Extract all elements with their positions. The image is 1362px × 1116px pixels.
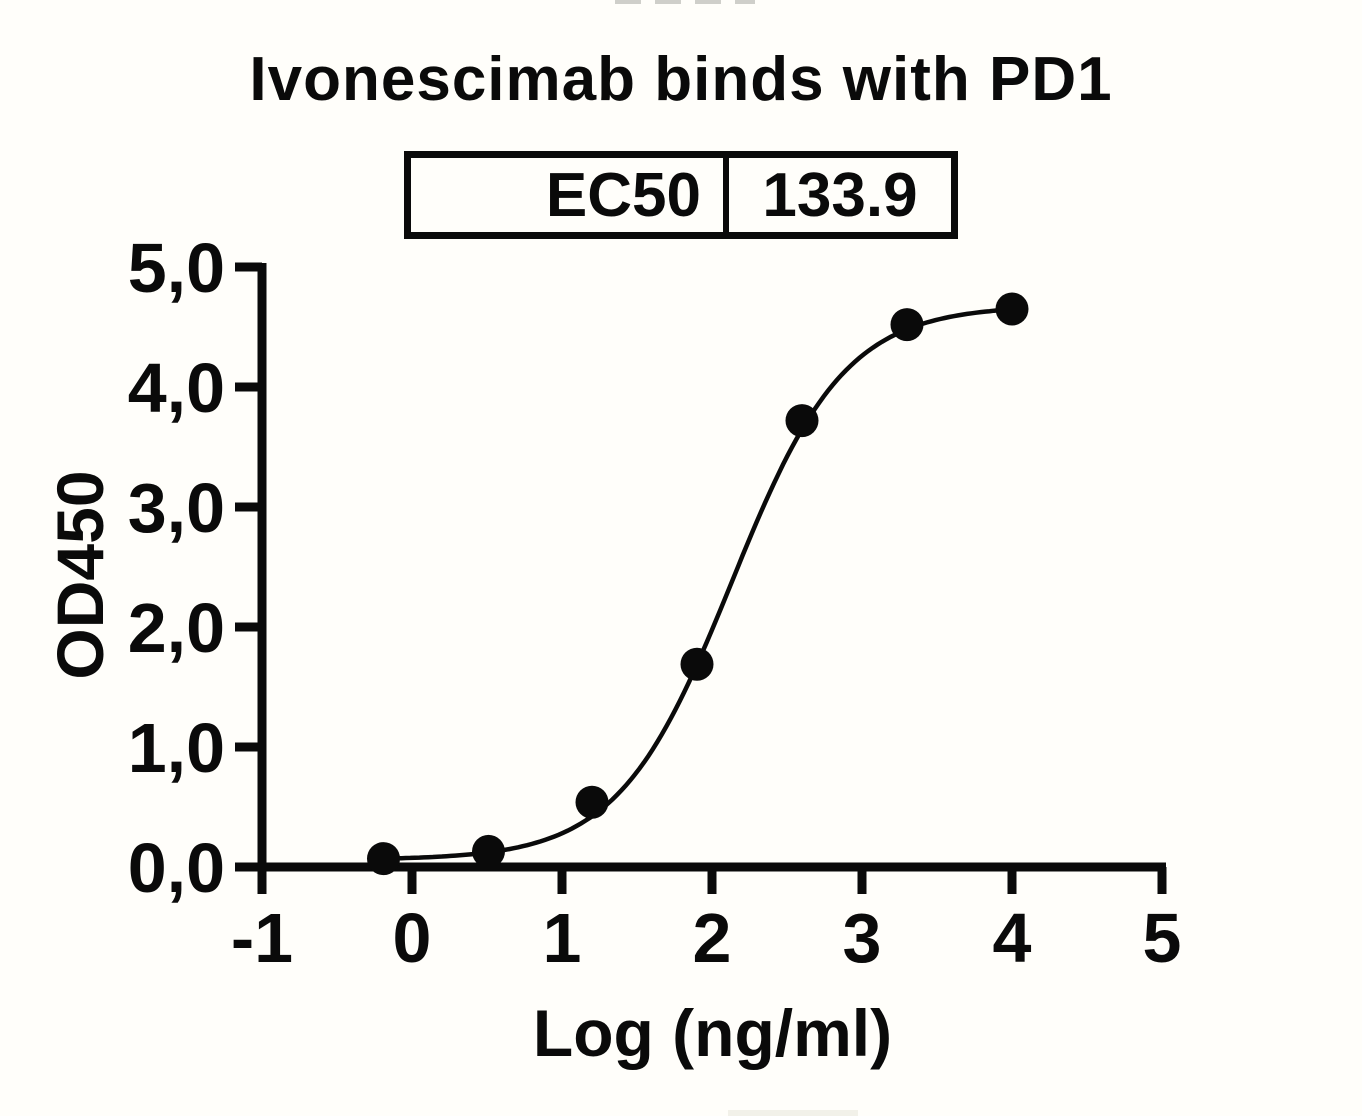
- y-tick-label: 2,0: [128, 589, 225, 667]
- x-tick-label: 1: [543, 899, 582, 977]
- fit-curve: [383, 307, 1013, 861]
- data-point: [575, 785, 609, 819]
- x-tick-label: -1: [231, 899, 293, 977]
- data-point: [890, 308, 924, 342]
- cropped-content-artifact-bottom: [728, 1110, 858, 1116]
- chart-title: Ivonescimab binds with PD1: [249, 45, 1113, 114]
- x-tick-label: 2: [693, 899, 732, 977]
- ec50-table-label-cell: EC50: [411, 158, 729, 232]
- y-tick-label: 4,0: [128, 349, 225, 427]
- data-point: [367, 842, 400, 876]
- x-tick-label: 3: [843, 899, 882, 977]
- data-point: [472, 834, 505, 868]
- x-tick-label: 5: [1143, 899, 1182, 977]
- x-tick-label: 0: [393, 899, 432, 977]
- y-tick-label: 1,0: [128, 709, 225, 787]
- y-tick-label: 5,0: [128, 229, 225, 307]
- y-tick-label: 3,0: [128, 469, 225, 547]
- data-point: [995, 292, 1029, 326]
- ec50-table-value-cell: 133.9: [762, 160, 918, 230]
- x-axis-title: Log (ng/ml): [532, 996, 893, 1070]
- data-point: [680, 647, 714, 681]
- cropped-content-artifact-top: [615, 0, 755, 4]
- x-tick-label: 4: [993, 899, 1032, 977]
- ec50-table: EC50 133.9: [404, 151, 958, 239]
- y-tick-label: 0,0: [128, 829, 225, 907]
- data-point: [785, 404, 819, 438]
